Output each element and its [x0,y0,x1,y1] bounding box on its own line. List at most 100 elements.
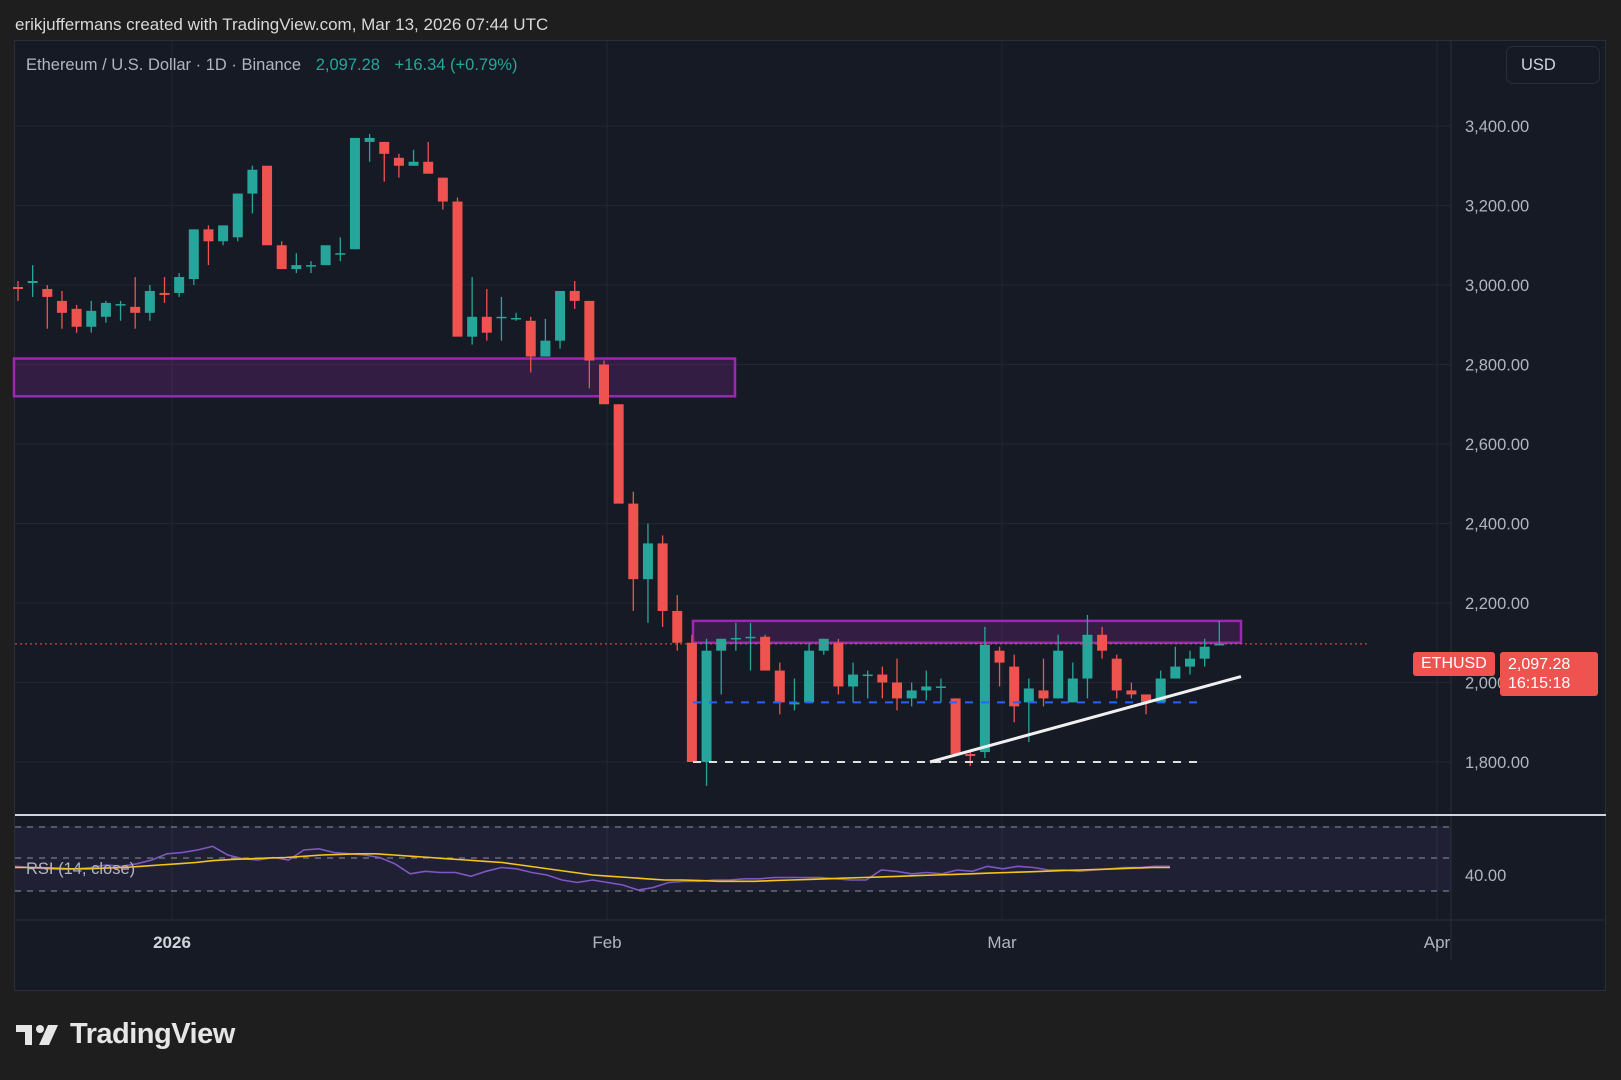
candle-body [716,638,727,651]
candle-body [877,674,888,683]
candle-body [496,316,507,319]
tradingview-logo-text: TradingView [70,1018,235,1050]
candle-body [56,300,67,313]
candle-body [71,308,82,327]
candle-body [525,320,536,357]
price-axis-label: 2,600.00 [1465,436,1529,454]
candle-body [804,650,815,703]
candle-body [393,157,404,166]
rsi-legend[interactable]: RSI (14, close) [26,860,136,878]
time-axis-label: 2026 [153,933,191,952]
candle-body [935,686,946,688]
candle-body [774,670,785,703]
candle-body [1155,678,1166,703]
candle-body [100,302,111,317]
candle-body [892,682,902,699]
candle-body [349,137,360,250]
symbol-legend: Ethereum / U.S. Dollar · 1D · Binance 2,… [26,56,517,75]
rsi-line [14,845,1170,891]
time-axis-label: Feb [592,933,621,952]
candle-body [540,340,551,357]
rsi-axis-label: 40.00 [1465,867,1506,885]
candle-body [965,754,976,757]
candle-body [276,245,287,270]
candle-body [1053,650,1064,699]
candle-body [818,638,829,651]
candle-body [423,161,434,174]
candle-body [86,310,97,327]
candle-body [218,225,229,242]
candle-body [642,543,653,580]
candle-body [979,644,990,753]
candle-body [174,277,185,293]
price-axis-label: 2,200.00 [1465,595,1529,613]
price-axis-label: 3,200.00 [1465,198,1529,216]
candle-body [628,503,639,580]
candle-body [730,637,741,640]
candle-body [320,245,331,266]
price-axis-label: 2,800.00 [1465,357,1529,375]
candle-body [1126,690,1137,695]
candle-body [1170,666,1181,679]
symbol-title[interactable]: Ethereum / U.S. Dollar · 1D · Binance [26,56,302,74]
candle-body [1185,658,1195,667]
candle-body [672,610,683,643]
candle-body [42,288,53,297]
candle-body [188,229,199,280]
tradingview-logo-icon [16,1024,58,1045]
candle-body [833,642,844,687]
candle-body [335,253,346,255]
candle-body [760,636,771,671]
candle-body [950,698,961,755]
attribution-text: erikjuffermans created with TradingView.… [15,15,549,34]
tradingview-logo: TradingView [16,1018,235,1051]
candle-body [291,265,302,270]
price-axis-label: 2,400.00 [1465,516,1529,534]
candle-body [745,636,756,639]
candle-body [13,286,23,289]
candle-body [1141,694,1152,703]
candle-body [921,686,932,691]
price-change: +16.34 (+0.79%) [394,56,518,74]
ascending-trendline [929,675,1242,764]
candle-body [1082,634,1093,679]
candle-body [379,141,390,154]
last-price: 2,097.28 [315,56,380,74]
candle-body [130,306,141,313]
chart-frame[interactable] [14,40,1606,991]
time-axis-label: Apr [1424,933,1451,952]
candle-body [27,281,38,284]
candle-body [1038,690,1049,699]
currency-button[interactable]: USD [1506,46,1600,84]
candle-body [159,292,170,295]
resistance-zone-lower [691,619,1243,645]
candle-body [247,169,258,194]
candle-body [364,137,375,142]
candle-body [584,300,595,361]
candle-body [686,642,697,762]
candle-body [1009,666,1020,707]
candle-body [1067,678,1078,703]
candle-body [144,290,155,313]
candle-body [657,543,668,611]
candle-body [408,161,419,166]
time-axis-label: Mar [987,933,1017,952]
price-axis-label: 3,400.00 [1465,118,1529,136]
candle-body [481,316,492,333]
candle-body [613,404,624,504]
candle-body [569,290,580,301]
candle-body [232,193,243,238]
candle-body [511,317,522,320]
candle-body [862,674,873,677]
candle-body [555,290,566,341]
rsi-ma-line [15,853,1170,883]
candle-body [906,690,917,699]
candle-body [1199,646,1210,659]
candle-body [452,201,463,337]
candle-body [701,650,712,762]
candle-body [1111,658,1122,691]
candle-body [1214,643,1225,646]
candle-body [1097,634,1108,651]
candle-body [203,229,214,242]
